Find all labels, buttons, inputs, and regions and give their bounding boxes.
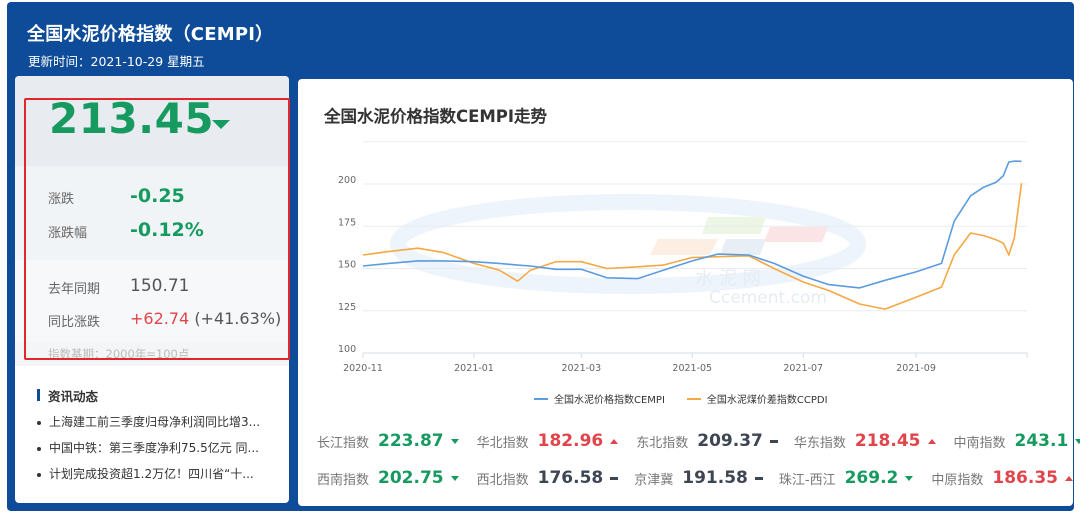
region-name: 华北指数 — [476, 435, 529, 451]
flat-dash-icon — [610, 476, 619, 480]
down-arrow-icon — [905, 475, 914, 481]
up-arrow-icon — [610, 438, 619, 444]
legend-item-cempi[interactable]: 全国水泥价格指数CEMPI — [534, 391, 665, 406]
change-pct-label: 涨跌幅 — [48, 226, 88, 241]
yoy-pct-value: (+41.63%) — [194, 309, 282, 328]
watermark-block — [650, 239, 718, 255]
x-tick-label: 2021-01 — [454, 363, 494, 374]
news-title-marker — [37, 389, 40, 401]
region-value: 176.58 — [537, 468, 604, 488]
update-time: 更新时间：2021-10-29 星期五 — [28, 54, 205, 69]
watermark-text: Ccement.com — [709, 288, 827, 308]
yoy-label: 同比涨跌 — [48, 315, 101, 330]
region-value: 269.2 — [844, 468, 899, 488]
y-tick-label: 200 — [338, 175, 356, 186]
region-index-item[interactable]: 中南指数 243.1 — [954, 431, 1080, 451]
last-year-label: 去年同期 — [48, 282, 101, 297]
down-arrow-icon — [450, 475, 459, 481]
region-index-item[interactable]: 长江指数 223.87 — [317, 431, 477, 451]
change-stats: 涨跌 -0.25 涨跌幅 -0.12% — [15, 166, 289, 260]
region-index-item[interactable]: 西北指数 176.58 — [477, 468, 635, 488]
yoy-value-line: +62.74 (+41.63%) — [130, 309, 281, 328]
region-name: 珠江-西江 — [778, 472, 836, 488]
region-index-item[interactable]: 珠江-西江 269.2 — [779, 468, 931, 488]
region-value: 202.75 — [378, 468, 444, 488]
index-value: 213.45 — [49, 94, 215, 143]
chart-legend: 全国水泥价格指数CEMPI 全国水泥煤价差指数CCPDI — [534, 391, 828, 406]
legend-label: 全国水泥煤价差指数CCPDI — [706, 395, 828, 406]
change-value: -0.25 — [130, 185, 185, 207]
change-pct-value: -0.12% — [130, 219, 204, 241]
yoy-value: +62.74 — [130, 309, 190, 328]
watermark-block — [702, 217, 766, 234]
news-item[interactable]: 上海建工前三季度归母净利润同比增3... — [35, 413, 285, 439]
flat-dash-icon — [754, 476, 763, 480]
up-arrow-icon — [927, 438, 936, 444]
region-name: 西南指数 — [317, 472, 370, 488]
last-year-value: 150.71 — [130, 276, 190, 296]
legend-label: 全国水泥价格指数CEMPI — [554, 395, 665, 406]
region-value: 218.45 — [854, 431, 921, 451]
cempi-widget-frame: 全国水泥价格指数（CEMPI） 更新时间：2021-10-29 星期五 213.… — [7, 2, 1080, 511]
y-tick-label: 175 — [338, 217, 356, 228]
news-section-title: 资讯动态 — [48, 389, 99, 404]
chart-panel: 全国水泥价格指数CEMPI走势 水 泥 网 Ccement.com 100 125 15… — [298, 79, 1080, 506]
flat-dash-icon — [769, 439, 778, 443]
y-tick-label: 150 — [338, 260, 356, 271]
news-item[interactable]: 计划完成投资超1.2万亿！四川省“十... — [35, 465, 285, 491]
region-value: 243.1 — [1014, 431, 1069, 451]
region-name: 中南指数 — [953, 435, 1006, 451]
down-arrow-icon — [450, 438, 459, 444]
region-index-item[interactable]: 京津冀 191.58 — [634, 468, 779, 488]
down-arrow-icon — [1075, 438, 1080, 444]
y-tick-label: 125 — [338, 302, 356, 313]
legend-swatch-icon — [534, 397, 548, 400]
region-index-item[interactable]: 中原指数 186.35 — [931, 468, 1080, 488]
x-tick-label: 2021-07 — [783, 363, 823, 374]
yoy-stats: 去年同期 150.71 同比涨跌 +62.74 (+41.63%) — [15, 260, 289, 342]
legend-item-ccpdi[interactable]: 全国水泥煤价差指数CCPDI — [686, 391, 828, 406]
region-value: 182.96 — [537, 431, 604, 451]
region-index-row: 西南指数 202.75 西北指数 176.58 京津冀 191.58 珠江-西江 269.2 中… — [317, 468, 1080, 488]
x-tick-label: 2021-05 — [672, 363, 712, 374]
region-value: 209.37 — [697, 431, 763, 451]
base-period-note: 指数基期：2000年=100点 — [48, 347, 190, 361]
region-index-item[interactable]: 东北指数 209.37 — [636, 431, 794, 451]
up-arrow-icon — [1064, 475, 1073, 481]
watermark-text: 水 泥 网 — [695, 268, 760, 289]
region-value: 223.87 — [378, 431, 444, 451]
region-name: 京津冀 — [634, 472, 674, 488]
series-line[interactable] — [362, 160, 1022, 289]
region-index-item[interactable]: 华北指数 182.96 — [477, 431, 637, 451]
x-tick-label: 2020-11 — [343, 363, 383, 374]
down-arrow-icon — [212, 120, 230, 129]
widget-title: 全国水泥价格指数（CEMPI） — [27, 24, 274, 45]
news-list: 上海建工前三季度归母净利润同比增3... 中国中铁：第三季度净利75.5亿元 同… — [35, 413, 285, 491]
region-name: 中原指数 — [931, 472, 984, 488]
region-index-item[interactable]: 西南指数 202.75 — [317, 468, 477, 488]
chart-title: 全国水泥价格指数CEMPI走势 — [324, 107, 548, 126]
region-name: 西北指数 — [476, 472, 529, 488]
region-name: 长江指数 — [317, 435, 370, 451]
legend-swatch-icon — [686, 397, 701, 400]
watermark-swoosh — [390, 194, 866, 294]
news-item[interactable]: 中国中铁：第三季度净利75.5亿元 同... — [35, 439, 285, 465]
region-value: 186.35 — [992, 468, 1058, 488]
region-index-row: 长江指数 223.87 华北指数 182.96 东北指数 209.37 华东指数 218.45… — [317, 431, 1080, 451]
summary-panel: 213.45 涨跌 -0.25 涨跌幅 -0.12% 去年同期 150.71 同… — [15, 76, 289, 503]
region-name: 华东指数 — [793, 435, 846, 451]
base-note-box — [15, 342, 289, 366]
x-tick-label: 2021-09 — [896, 363, 936, 374]
watermark-block — [720, 239, 766, 255]
x-tick-label: 2021-03 — [561, 363, 601, 374]
region-value: 191.58 — [682, 468, 748, 488]
region-name: 东北指数 — [636, 435, 689, 451]
watermark-block — [764, 227, 828, 242]
y-tick-label: 100 — [338, 344, 356, 355]
region-index-item[interactable]: 华东指数 218.45 — [794, 431, 954, 451]
change-label: 涨跌 — [48, 192, 75, 207]
index-value-box: 213.45 — [15, 76, 289, 166]
